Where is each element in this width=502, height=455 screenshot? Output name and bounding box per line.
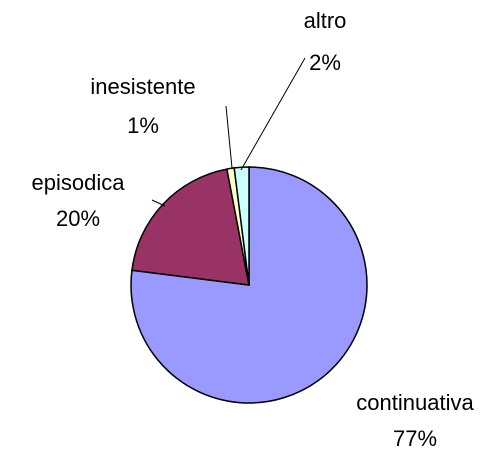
slice-label: altro: [304, 8, 347, 33]
leader-line: [240, 57, 306, 171]
leader-line: [225, 105, 233, 169]
slice-label: inesistente: [90, 74, 195, 99]
slice-value-label: 1%: [127, 113, 159, 138]
pie-slice: [233, 166, 250, 286]
slice-label: episodica: [32, 170, 126, 195]
slice-label: continuativa: [356, 390, 474, 415]
slice-value-label: 2%: [309, 50, 341, 75]
slice-value-label: 77%: [393, 426, 437, 451]
slice-value-label: 20%: [56, 206, 100, 231]
leader-line: [151, 199, 166, 207]
pie-slice: [131, 168, 250, 286]
